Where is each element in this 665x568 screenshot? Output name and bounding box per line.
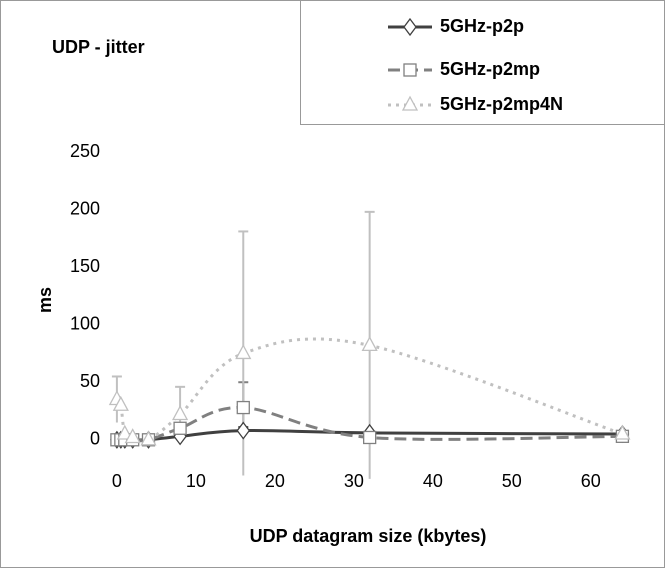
x-tick-label: 50: [502, 471, 522, 491]
x-tick-label: 30: [344, 471, 364, 491]
legend-marker: [401, 95, 419, 111]
data-point: [124, 428, 141, 444]
data-point: [363, 430, 377, 445]
x-tick-label: 60: [581, 471, 601, 491]
data-point: [116, 424, 133, 440]
data-point: [235, 344, 252, 360]
y-tick-label: 150: [70, 256, 100, 276]
x-axis-label: UDP datagram size (kbytes): [250, 526, 487, 546]
x-tick-label: 20: [265, 471, 285, 491]
x-tick-label: 10: [186, 471, 206, 491]
chart-title: UDP - jitter: [52, 37, 145, 57]
y-axis-label: ms: [35, 287, 55, 313]
data-point: [112, 395, 129, 411]
y-tick-label: 250: [70, 141, 100, 161]
y-tick-label: 0: [90, 429, 100, 449]
data-point: [173, 421, 187, 435]
legend-box: [300, 0, 665, 125]
y-tick-label: 100: [70, 313, 100, 333]
data-point: [140, 430, 157, 446]
x-tick-label: 40: [423, 471, 443, 491]
legend-label: 5GHz-p2mp: [440, 59, 540, 79]
data-point: [236, 400, 250, 415]
data-point: [614, 424, 631, 440]
series-line: [115, 337, 623, 443]
legend-label: 5GHz-p2mp4N: [440, 94, 563, 114]
y-tick-label: 50: [80, 371, 100, 391]
legend-marker: [403, 17, 417, 37]
data-point: [171, 405, 189, 421]
data-point: [236, 421, 251, 440]
legend-label: 5GHz-p2p: [440, 16, 524, 36]
data-point: [361, 336, 378, 352]
legend-marker: [403, 63, 417, 77]
y-tick-label: 200: [70, 198, 100, 218]
x-tick-label: 0: [112, 471, 122, 491]
